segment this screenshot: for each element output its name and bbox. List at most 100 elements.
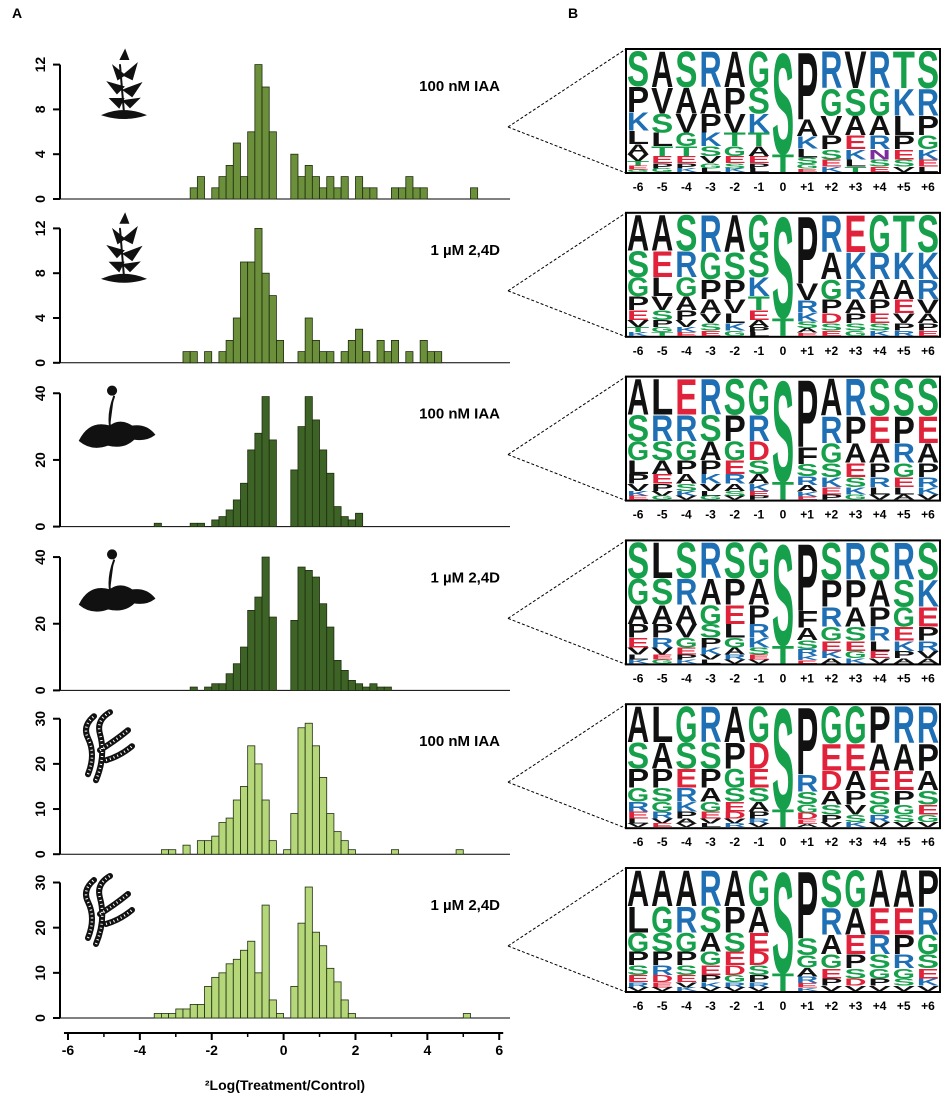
bar (248, 746, 255, 854)
bar (262, 87, 269, 199)
bar (327, 627, 334, 690)
logo-letter: E (917, 329, 939, 337)
bar (240, 262, 247, 363)
logo-letter: G (651, 167, 673, 173)
x-tick-label: -4 (134, 1042, 147, 1058)
logo-position-label: -2 (729, 344, 740, 358)
logo-position-label: +6 (921, 999, 935, 1013)
bar (190, 188, 197, 199)
logo-letter: V (893, 165, 916, 173)
logo-position-label: -2 (729, 180, 740, 194)
logo-column: ST (772, 25, 795, 185)
bar (262, 905, 269, 1018)
logo-letter: K (869, 329, 892, 337)
logo-letter: K (844, 657, 867, 665)
logo-letter: V (724, 986, 746, 992)
bar (327, 352, 334, 363)
y-tick-label: 20 (32, 452, 48, 468)
bar (240, 786, 247, 854)
logo-column: AERSGPV (869, 861, 892, 993)
logo-letter: E (699, 329, 721, 337)
organism-icon (80, 550, 154, 610)
logo-position-label: +2 (824, 999, 838, 1013)
y-tick-label: 12 (32, 57, 48, 73)
bar (248, 262, 255, 363)
bar (190, 523, 197, 526)
logo-position-label: +3 (849, 344, 863, 358)
logo-column: ST (772, 517, 795, 677)
bar (348, 680, 355, 690)
logo-letter: A (893, 493, 915, 501)
bar (212, 684, 219, 691)
logo-letter: G (844, 329, 866, 337)
bar (183, 1009, 190, 1018)
logo-letter: E (869, 165, 891, 173)
logo-letter: G (651, 495, 673, 501)
logo-position-label: +5 (897, 999, 911, 1013)
bar (197, 841, 204, 855)
logo-letter: K (627, 659, 650, 665)
bar (190, 687, 197, 690)
logo-position-label: 0 (780, 999, 787, 1013)
logo-position-label: +6 (921, 508, 935, 522)
bar (183, 352, 190, 363)
logo-letter: L (699, 659, 721, 665)
logo-letter: V (675, 822, 697, 828)
bar (219, 517, 226, 527)
x-tick-label: 2 (352, 1042, 360, 1058)
logo-column: RSPAGEVL (699, 698, 722, 829)
treatment-label: 1 µM 2,4D (431, 897, 501, 914)
bar (320, 604, 327, 691)
logo-letter: E (796, 332, 818, 337)
logo-column: SPRGELA (893, 369, 915, 501)
logo-position-label: +3 (849, 508, 863, 522)
bar (391, 188, 398, 199)
logo-letter: L (699, 167, 721, 173)
logo-column: SKEPRVA (917, 533, 940, 665)
logo-letter: E (796, 495, 818, 500)
logo-column: APVTGESK (724, 42, 747, 173)
logo-letter: R (724, 822, 746, 828)
bar (312, 177, 319, 199)
connector (508, 291, 626, 337)
logo-letter: K (796, 987, 819, 992)
connector (508, 540, 626, 618)
logo-letter: E (651, 822, 673, 828)
bar (291, 470, 298, 527)
bar (255, 597, 262, 690)
logo-column: RSAGEPKV (699, 861, 722, 992)
y-tick-label: 0 (32, 686, 48, 694)
logo-letter: E (820, 329, 842, 337)
y-tick-label: 8 (32, 269, 48, 277)
bar (298, 923, 305, 1018)
logo-position-label: -2 (729, 835, 740, 849)
logo-position-label: -1 (754, 999, 765, 1013)
bar (205, 352, 212, 363)
panel-label: B (568, 5, 578, 21)
logo-column: SPELGARV (724, 534, 747, 665)
connector (508, 782, 626, 828)
bar (233, 959, 240, 1018)
logo-letter: T (772, 969, 795, 997)
logo-position-label: +6 (921, 180, 935, 194)
bar (391, 340, 398, 362)
logo-letter: A (917, 657, 939, 665)
bar (320, 777, 327, 854)
logo-position-label: -2 (729, 999, 740, 1013)
bar (355, 684, 362, 691)
logo-position-label: -4 (681, 508, 692, 522)
bar (406, 352, 413, 363)
y-tick-label: 30 (32, 875, 48, 891)
bar (240, 483, 247, 526)
bar (305, 723, 312, 854)
bar (255, 764, 262, 854)
bar (420, 340, 427, 362)
bar (269, 1000, 276, 1018)
bar (384, 352, 391, 363)
logo-letter: V (869, 820, 892, 828)
treatment-label: 1 µM 2,4D (431, 242, 501, 259)
bar (205, 841, 212, 855)
logo-letter: G (724, 329, 746, 337)
